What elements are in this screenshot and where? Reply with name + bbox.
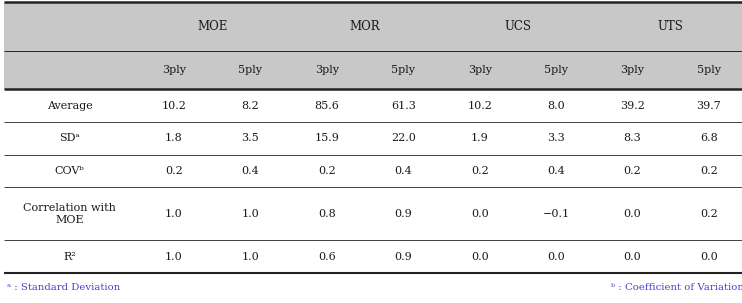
Text: 0.0: 0.0	[700, 251, 718, 261]
Text: 5ply: 5ply	[697, 65, 721, 75]
Text: 1.0: 1.0	[165, 209, 183, 219]
Text: 0.2: 0.2	[165, 166, 183, 176]
Text: 8.3: 8.3	[624, 133, 641, 143]
Text: 3.3: 3.3	[548, 133, 565, 143]
Text: 22.0: 22.0	[391, 133, 416, 143]
Text: ᵃ : Standard Deviation: ᵃ : Standard Deviation	[7, 284, 120, 292]
Bar	[4, 155, 742, 188]
Text: R²: R²	[63, 251, 76, 261]
Text: 8.0: 8.0	[548, 101, 565, 111]
Text: 10.2: 10.2	[162, 101, 186, 111]
Text: MOR: MOR	[349, 20, 381, 33]
Text: 0.4: 0.4	[395, 166, 412, 176]
Text: 1.0: 1.0	[242, 251, 259, 261]
Text: 85.6: 85.6	[315, 101, 339, 111]
Bar	[4, 240, 742, 273]
Text: 3ply: 3ply	[315, 65, 339, 75]
Bar	[4, 273, 742, 303]
Bar	[4, 89, 742, 122]
Text: 0.2: 0.2	[700, 166, 718, 176]
Text: 5ply: 5ply	[238, 65, 263, 75]
Text: 39.2: 39.2	[620, 101, 645, 111]
Text: 0.2: 0.2	[471, 166, 488, 176]
Text: 3ply: 3ply	[620, 65, 645, 75]
Text: 1.0: 1.0	[242, 209, 259, 219]
Text: 3ply: 3ply	[467, 65, 492, 75]
Text: 0.4: 0.4	[548, 166, 565, 176]
Text: 15.9: 15.9	[315, 133, 339, 143]
Text: 0.8: 0.8	[318, 209, 335, 219]
Text: 0.2: 0.2	[624, 166, 641, 176]
Bar	[4, 122, 742, 155]
Bar	[4, 188, 742, 240]
Text: 0.0: 0.0	[624, 251, 641, 261]
Text: 8.2: 8.2	[242, 101, 259, 111]
Text: Correlation with
MOE: Correlation with MOE	[23, 203, 116, 225]
Text: 0.9: 0.9	[395, 251, 412, 261]
Text: 0.2: 0.2	[318, 166, 335, 176]
Bar	[4, 2, 742, 51]
Text: 10.2: 10.2	[467, 101, 492, 111]
Text: SDᵃ: SDᵃ	[59, 133, 80, 143]
Text: ᵇ : Coefficient of Variation: ᵇ : Coefficient of Variation	[611, 284, 742, 292]
Bar	[4, 51, 742, 89]
Text: 1.9: 1.9	[471, 133, 488, 143]
Text: 3.5: 3.5	[242, 133, 259, 143]
Text: 5ply: 5ply	[544, 65, 568, 75]
Text: 5ply: 5ply	[391, 65, 416, 75]
Text: 61.3: 61.3	[391, 101, 416, 111]
Text: 0.0: 0.0	[624, 209, 641, 219]
Text: Average: Average	[47, 101, 93, 111]
Text: 0.2: 0.2	[700, 209, 718, 219]
Text: 1.8: 1.8	[165, 133, 183, 143]
Text: UTS: UTS	[658, 20, 683, 33]
Text: −0.1: −0.1	[542, 209, 570, 219]
Text: COVᵇ: COVᵇ	[55, 166, 85, 176]
Text: 39.7: 39.7	[697, 101, 721, 111]
Text: 0.6: 0.6	[318, 251, 335, 261]
Text: 0.4: 0.4	[242, 166, 259, 176]
Text: 1.0: 1.0	[165, 251, 183, 261]
Text: 6.8: 6.8	[700, 133, 718, 143]
Text: 0.0: 0.0	[548, 251, 565, 261]
Text: 3ply: 3ply	[162, 65, 186, 75]
Text: MOE: MOE	[197, 20, 227, 33]
Text: 0.0: 0.0	[471, 251, 488, 261]
Text: 0.9: 0.9	[395, 209, 412, 219]
Text: UCS: UCS	[505, 20, 531, 33]
Text: 0.0: 0.0	[471, 209, 488, 219]
